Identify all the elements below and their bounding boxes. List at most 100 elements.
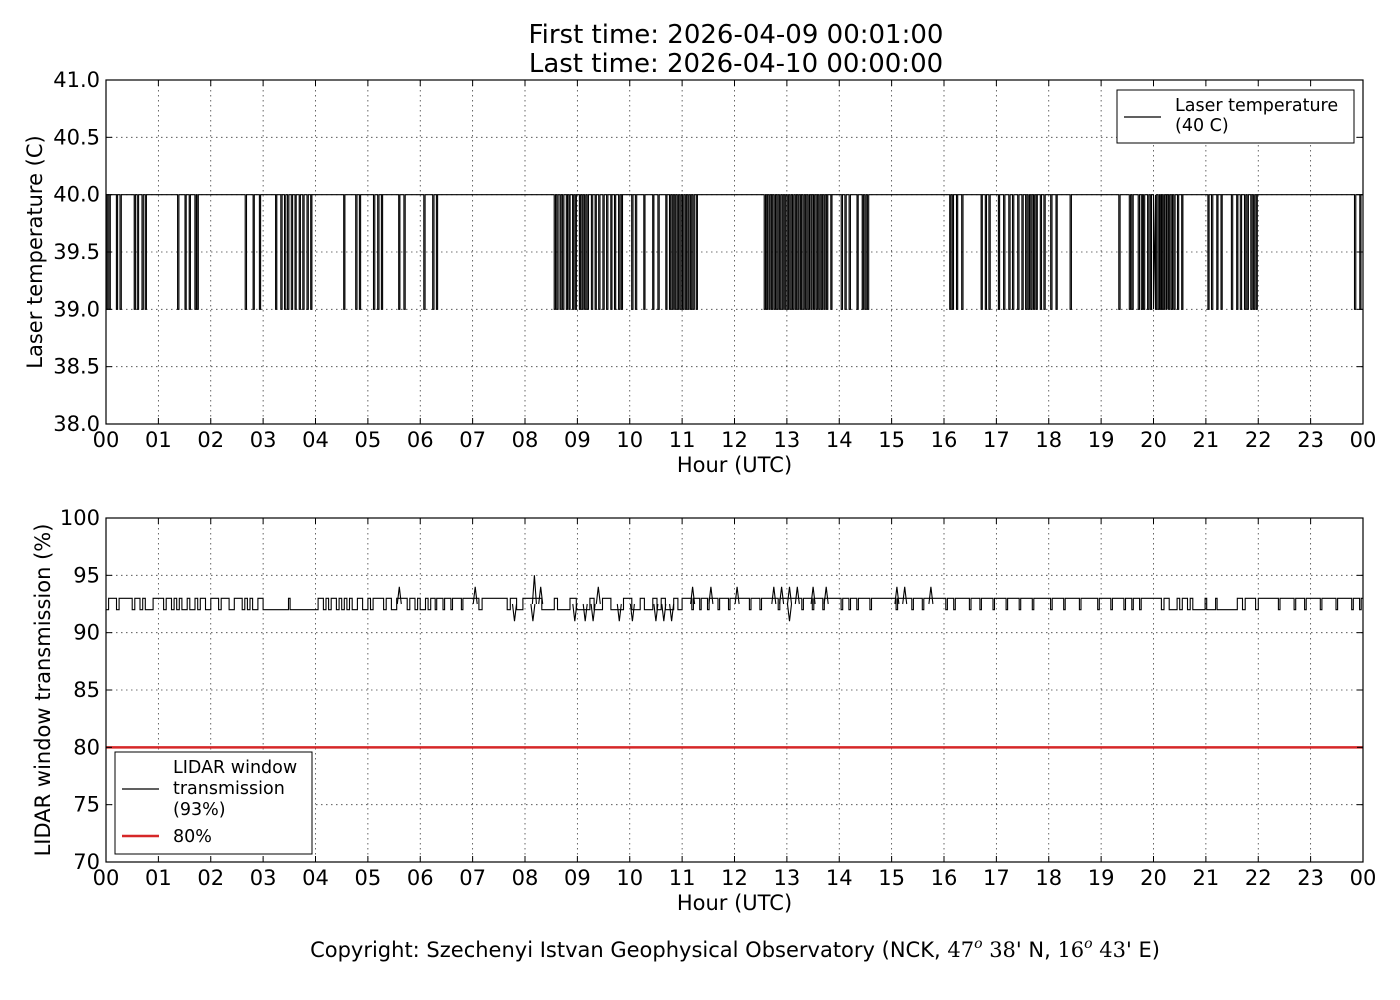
x-tick-label: 06 bbox=[407, 866, 434, 890]
legend-label-line: Laser temperature bbox=[1175, 96, 1338, 116]
y-tick-label: 90 bbox=[73, 621, 100, 645]
transmission-spike bbox=[902, 586, 908, 605]
transmission-spike bbox=[511, 603, 518, 622]
chart-title-line2: Last time: 2026-04-10 00:00:00 bbox=[529, 49, 943, 79]
x-axis-label: Hour (UTC) bbox=[677, 453, 792, 477]
transmission-spike bbox=[590, 603, 596, 622]
y-tick-label: 39.0 bbox=[53, 297, 100, 321]
x-tick-label: 20 bbox=[1140, 866, 1167, 890]
y-tick-label: 39.5 bbox=[53, 240, 100, 264]
plot-area bbox=[106, 518, 1363, 862]
x-tick-label: 01 bbox=[145, 866, 172, 890]
y-tick-label: 85 bbox=[73, 678, 100, 702]
x-tick-label: 09 bbox=[564, 428, 591, 452]
x-tick-label: 08 bbox=[512, 866, 539, 890]
x-tick-label: 06 bbox=[407, 428, 434, 452]
transmission-spike bbox=[928, 586, 934, 605]
transmission-spike bbox=[661, 603, 667, 622]
transmission-spike bbox=[894, 586, 900, 605]
y-tick-label: 40.5 bbox=[53, 125, 100, 149]
x-tick-label: 16 bbox=[931, 866, 958, 890]
x-tick-label: 11 bbox=[669, 866, 696, 890]
x-tick-label: 19 bbox=[1088, 428, 1115, 452]
x-tick-label: 00 bbox=[93, 866, 120, 890]
copyright-prefix: Copyright: Szechenyi Istvan Geophysical … bbox=[310, 938, 947, 962]
y-tick-label: 95 bbox=[73, 563, 100, 587]
x-tick-label: 22 bbox=[1245, 866, 1272, 890]
y-tick-label: 80 bbox=[73, 735, 100, 759]
transmission-spike bbox=[810, 586, 816, 605]
x-tick-label: 18 bbox=[1035, 866, 1062, 890]
transmission-spike bbox=[531, 575, 537, 605]
y-tick-label: 40.0 bbox=[53, 183, 100, 207]
transmission-spike bbox=[530, 603, 536, 622]
x-tick-label: 01 bbox=[145, 428, 172, 452]
x-tick-label: 05 bbox=[355, 428, 382, 452]
x-tick-label: 09 bbox=[564, 866, 591, 890]
x-tick-label: 10 bbox=[616, 866, 643, 890]
x-tick-label: 07 bbox=[459, 866, 486, 890]
y-tick-label: 100 bbox=[60, 506, 100, 530]
y-tick-label: 38.0 bbox=[53, 412, 100, 436]
transmission-spike bbox=[794, 586, 800, 605]
x-tick-label: 23 bbox=[1297, 866, 1324, 890]
transmission-spike bbox=[595, 586, 601, 605]
x-tick-label: 02 bbox=[197, 866, 224, 890]
x-tick-label: 03 bbox=[250, 866, 277, 890]
legend: Laser temperature (40 C) bbox=[1116, 89, 1355, 144]
x-tick-label: 04 bbox=[302, 428, 329, 452]
transmission-spike bbox=[669, 603, 675, 622]
y-tick-label: 38.5 bbox=[53, 355, 100, 379]
latitude-degrees: 47 bbox=[947, 938, 974, 962]
x-tick-label: 23 bbox=[1297, 428, 1324, 452]
latitude-degree-mark: o bbox=[974, 936, 982, 952]
transmission-spike bbox=[823, 586, 829, 605]
x-tick-label: 03 bbox=[250, 428, 277, 452]
transmission-spike bbox=[572, 603, 578, 622]
window-transmission-line bbox=[106, 597, 1363, 611]
latitude-minutes: 38 bbox=[983, 938, 1016, 962]
transmission-spike bbox=[734, 586, 740, 605]
transmission-spike bbox=[538, 586, 544, 605]
x-tick-label: 21 bbox=[1193, 428, 1220, 452]
x-tick-label: 00 bbox=[1350, 866, 1377, 890]
x-tick-label: 02 bbox=[197, 428, 224, 452]
longitude-minutes: 43 bbox=[1093, 938, 1126, 962]
x-tick-label: 11 bbox=[669, 428, 696, 452]
transmission-spike bbox=[771, 586, 777, 605]
x-axis-label: Hour (UTC) bbox=[677, 891, 792, 915]
copyright-text: Copyright: Szechenyi Istvan Geophysical … bbox=[310, 936, 1160, 962]
transmission-spike bbox=[582, 603, 588, 622]
x-tick-label: 14 bbox=[826, 428, 853, 452]
transmission-spike bbox=[629, 603, 635, 622]
legend-label-line: LIDAR window bbox=[173, 758, 297, 778]
longitude-degree-mark: o bbox=[1084, 936, 1092, 952]
transmission-spike bbox=[690, 586, 696, 605]
longitude-hemisphere: ' E) bbox=[1126, 938, 1160, 962]
transmission-spike bbox=[472, 586, 478, 605]
transmission-spike bbox=[653, 603, 659, 622]
transmission-spike bbox=[786, 586, 793, 605]
laser-temperature-panel: 00 01 02 03 04 05 06 07 08 09 10 11 12 13 14 15 16 17 18 19… bbox=[23, 68, 1376, 477]
x-tick-label: 12 bbox=[721, 866, 748, 890]
y-axis-label: LIDAR window transmission (%) bbox=[31, 524, 55, 857]
x-tick-label: 13 bbox=[774, 428, 801, 452]
x-tick-label: 13 bbox=[774, 866, 801, 890]
window-transmission-panel: 00 01 02 03 04 05 06 07 08 09 10 11 12 13 14 15 16 17 18 19… bbox=[31, 506, 1376, 915]
transmission-spike bbox=[708, 586, 714, 605]
latitude-hemisphere: ' N, bbox=[1016, 938, 1058, 962]
x-tick-label: 20 bbox=[1140, 428, 1167, 452]
legend-label-line: transmission bbox=[173, 779, 285, 799]
y-tick-label: 75 bbox=[73, 793, 100, 817]
legend: LIDAR window transmission (93%) 80% bbox=[114, 751, 313, 855]
laser-temperature-line bbox=[105, 194, 1363, 310]
x-tick-label: 22 bbox=[1245, 428, 1272, 452]
y-tick-label: 41.0 bbox=[53, 68, 100, 92]
x-tick-label: 10 bbox=[616, 428, 643, 452]
x-tick-label: 05 bbox=[355, 866, 382, 890]
x-tick-label: 00 bbox=[93, 428, 120, 452]
x-tick-label: 15 bbox=[878, 866, 905, 890]
transmission-spike bbox=[779, 586, 785, 605]
transmission-spike bbox=[616, 603, 622, 622]
